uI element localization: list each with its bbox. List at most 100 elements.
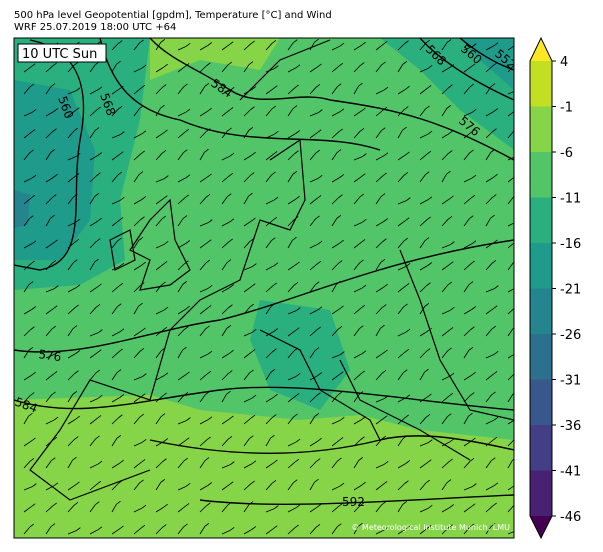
barb xyxy=(155,153,163,161)
barb xyxy=(516,528,520,531)
barb xyxy=(446,479,452,483)
barb xyxy=(441,198,450,205)
barb xyxy=(287,310,297,315)
barb xyxy=(512,392,514,395)
barb xyxy=(331,197,339,205)
barb xyxy=(265,528,274,535)
barb xyxy=(294,84,299,89)
barb xyxy=(89,196,96,205)
barb xyxy=(515,42,519,45)
barb xyxy=(309,506,318,513)
barb xyxy=(155,329,164,337)
barb xyxy=(139,413,145,418)
barb xyxy=(249,369,254,374)
barb xyxy=(287,198,296,205)
barb xyxy=(243,43,251,51)
barb xyxy=(221,328,228,337)
barb xyxy=(204,523,210,527)
barb xyxy=(32,483,37,487)
barb xyxy=(30,260,35,265)
barb xyxy=(272,151,278,155)
barb xyxy=(493,416,499,421)
barb xyxy=(139,347,145,352)
barb xyxy=(331,329,339,337)
barb xyxy=(95,369,101,374)
barb xyxy=(353,110,362,117)
barb xyxy=(493,482,499,487)
barb xyxy=(207,173,212,178)
barb xyxy=(463,86,471,95)
barb xyxy=(441,482,448,491)
barb xyxy=(317,175,323,179)
barb xyxy=(133,441,143,447)
barb xyxy=(31,174,37,179)
barb xyxy=(249,303,255,308)
barb xyxy=(507,373,514,381)
barb xyxy=(265,133,275,139)
barb xyxy=(72,456,77,461)
barb xyxy=(441,527,449,535)
barb xyxy=(243,266,253,271)
barb xyxy=(227,193,232,198)
barb xyxy=(309,416,316,425)
barb xyxy=(243,417,252,425)
barb xyxy=(221,175,230,183)
barb xyxy=(404,414,409,419)
barb xyxy=(111,351,119,359)
barb xyxy=(471,63,476,68)
barb xyxy=(133,87,142,95)
barb xyxy=(243,286,252,293)
barb xyxy=(447,347,452,352)
copyright: © Meteorological Institute Munich, LMU xyxy=(351,523,510,532)
barb xyxy=(491,259,497,264)
barb xyxy=(316,260,322,265)
barb xyxy=(249,435,254,440)
barb xyxy=(448,458,453,463)
barb xyxy=(133,264,142,271)
barb xyxy=(23,416,29,425)
barb xyxy=(419,240,426,249)
barb xyxy=(52,194,57,198)
barb xyxy=(441,350,448,359)
barb xyxy=(485,218,491,227)
barb xyxy=(287,174,294,183)
barb xyxy=(265,438,271,447)
barb xyxy=(23,486,33,491)
barb xyxy=(265,372,272,381)
barb xyxy=(97,152,103,156)
barb xyxy=(375,109,384,117)
barb xyxy=(119,525,124,530)
barb xyxy=(339,371,344,376)
barb xyxy=(177,420,187,425)
barb xyxy=(471,174,477,179)
barb xyxy=(360,62,365,66)
barb xyxy=(160,479,166,483)
barb xyxy=(441,153,449,161)
barb xyxy=(287,350,295,359)
barb xyxy=(111,306,118,315)
barb xyxy=(111,240,118,249)
barb xyxy=(51,259,57,264)
barb xyxy=(206,436,211,441)
barb xyxy=(419,67,429,73)
contour xyxy=(14,239,514,353)
barb xyxy=(207,42,213,46)
barb xyxy=(295,327,300,332)
barb xyxy=(243,89,252,95)
barb xyxy=(89,262,95,271)
barb xyxy=(265,68,275,73)
barb xyxy=(419,372,425,381)
barb xyxy=(314,478,319,483)
barb xyxy=(265,331,274,337)
barb xyxy=(515,239,519,242)
barb xyxy=(141,64,147,69)
barb xyxy=(111,43,119,51)
barb xyxy=(31,109,37,113)
barb xyxy=(265,462,274,469)
barb xyxy=(75,218,81,223)
barb xyxy=(353,505,361,513)
barb xyxy=(226,325,232,329)
barb xyxy=(485,485,495,491)
barb xyxy=(76,87,81,91)
barb xyxy=(252,263,257,267)
